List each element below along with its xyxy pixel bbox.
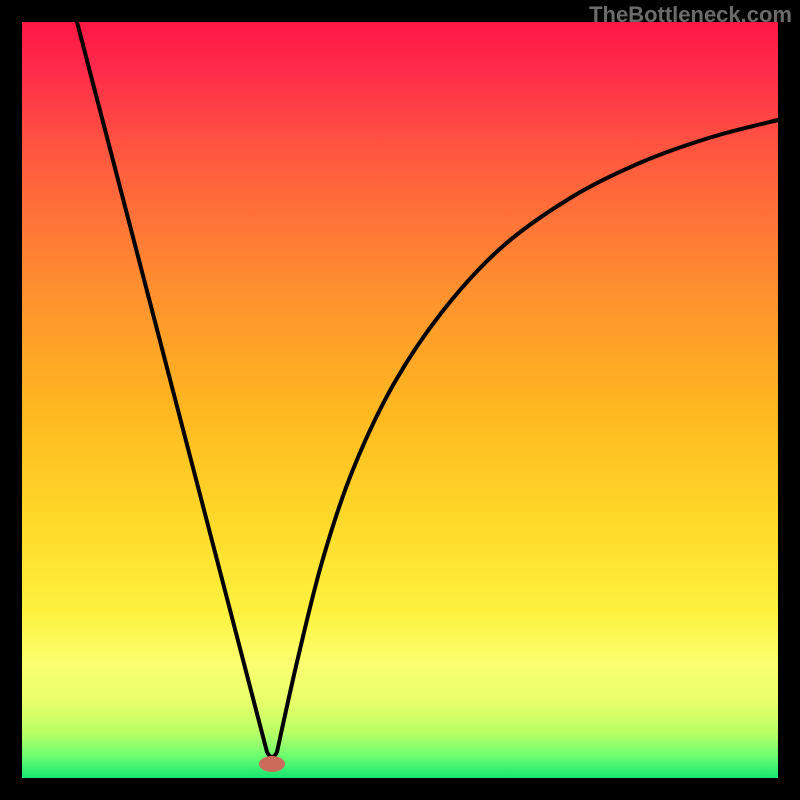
bottleneck-curve xyxy=(22,22,778,778)
chart-container: TheBottleneck.com xyxy=(0,0,800,800)
watermark-text: TheBottleneck.com xyxy=(589,2,792,28)
optimal-marker xyxy=(259,756,285,772)
plot-area xyxy=(22,22,778,778)
